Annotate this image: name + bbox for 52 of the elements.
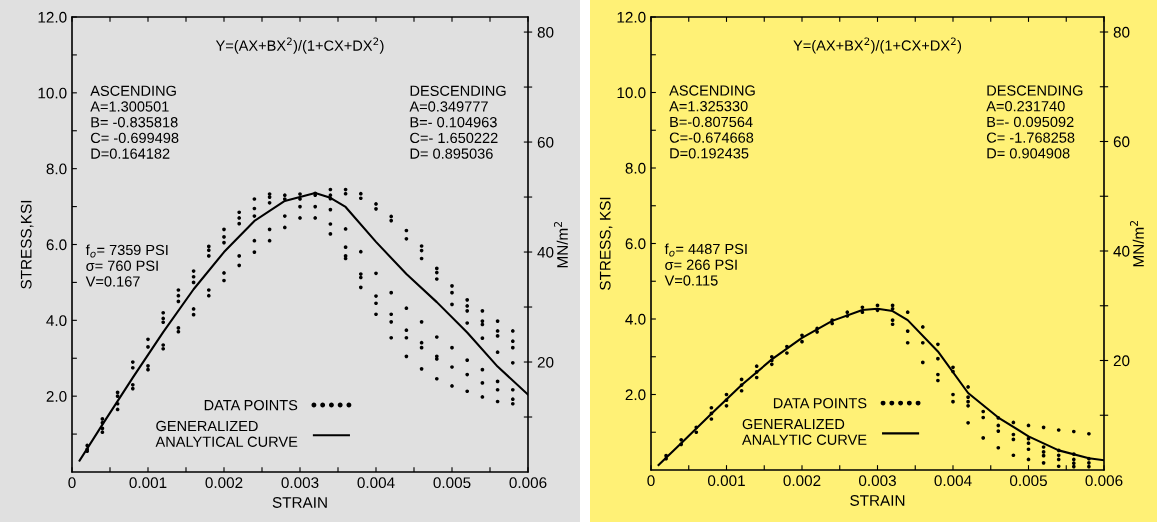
annotation: ASCENDING A=1.325330 B=-0.807564 C=-0.674668 D=0.192435 — [669, 85, 755, 159]
x-tick-label: 0.004 — [357, 477, 395, 489]
annotation: ASCENDING A=1.300501 B= -0.835818 C= -0.699498 D=0.164182 — [90, 85, 179, 159]
y-axis-title: STRESS,KSI — [20, 200, 34, 289]
annotation: Y=(AX+BX$^{2}$)/(1+CX+DX$^{2}$) — [215, 37, 384, 54]
annotation: DESCENDING A=0.349777 B=- 0.104963 C=- 1.650222 D= 0.895036 — [409, 85, 506, 159]
legend-label: DATA POINTS — [773, 398, 867, 409]
y-tick-label: 4.0 — [46, 315, 67, 327]
legend-label: GENERALIZED ANALYTIC CURVE — [741, 418, 867, 445]
x-tick-label: 0.005 — [1009, 475, 1047, 487]
x-axis-title: STRAIN — [272, 497, 327, 508]
y2-tick-label: 60 — [1113, 136, 1130, 148]
x-tick-label: 0 — [68, 477, 76, 489]
x-tick-label: 0.004 — [934, 475, 972, 487]
y-tick-label: 12.0 — [617, 11, 646, 23]
y-tick-label: 8.0 — [46, 163, 67, 175]
y-tick-label: 4.0 — [625, 313, 646, 325]
x-tick-label: 0.001 — [129, 477, 167, 489]
y2-axis-title: MN/m$^{2}$ — [553, 221, 568, 268]
y-tick-label: 10.0 — [617, 87, 646, 99]
y2-tick-label: 20 — [1113, 355, 1130, 367]
y-tick-label: 8.0 — [625, 162, 646, 174]
y-tick-label: 2.0 — [625, 389, 646, 401]
y2-axis-title: MN/m$^{2}$ — [1129, 220, 1144, 267]
y-tick-label: 6.0 — [46, 239, 67, 251]
legend-label: DATA POINTS — [204, 399, 298, 411]
annotation: f$_{o}$= 4487 PSI σ= 266 PSI V=0.115 — [664, 243, 747, 286]
y2-tick-label: 40 — [1113, 245, 1130, 257]
y2-tick-label: 20 — [537, 356, 554, 368]
x-tick-label: 0.006 — [509, 477, 547, 489]
x-tick-label: 0.001 — [707, 475, 745, 487]
y2-tick-label: 60 — [537, 136, 554, 148]
x-tick-label: 0 — [647, 475, 655, 487]
x-tick-label: 0.003 — [281, 477, 319, 489]
y-tick-label: 12.0 — [38, 11, 67, 23]
annotation: f$_{o}$= 7359 PSI σ= 760 PSI V=0.167 — [85, 244, 168, 287]
x-tick-label: 0.002 — [205, 477, 243, 489]
x-axis-title: STRAIN — [850, 495, 905, 506]
y-tick-label: 10.0 — [38, 87, 67, 99]
y2-tick-label: 40 — [537, 246, 554, 258]
annotation: Y=(AX+BX$^{2}$)/(1+CX+DX$^{2}$) — [793, 37, 962, 54]
annotation: DESCENDING A=0.231740 B=- 0.095092 C= -1.768258 D= 0.904908 — [986, 85, 1083, 159]
y2-tick-label: 80 — [1113, 26, 1130, 38]
x-tick-label: 0.003 — [858, 475, 896, 487]
y-tick-label: 6.0 — [625, 238, 646, 250]
y-tick-label: 2.0 — [46, 391, 67, 402]
y-axis-title: STRESS, KSI — [599, 197, 613, 290]
x-tick-label: 0.002 — [783, 475, 821, 487]
y2-tick-label: 80 — [537, 26, 554, 38]
legend-label: GENERALIZED ANALYTICAL CURVE — [155, 420, 298, 447]
x-tick-label: 0.005 — [433, 477, 471, 489]
x-tick-label: 0.006 — [1085, 475, 1123, 487]
